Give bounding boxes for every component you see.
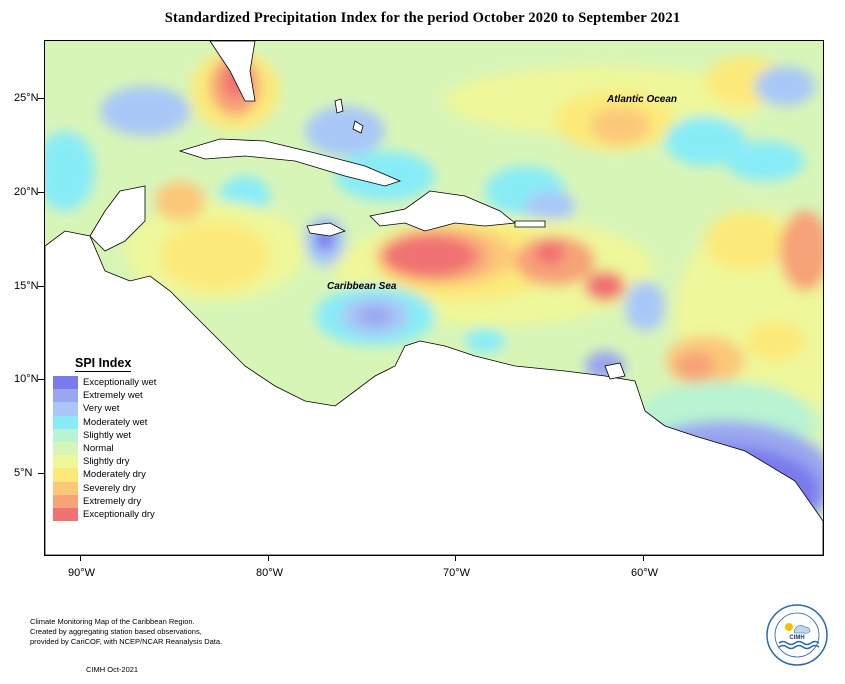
legend-item: Slightly dry — [53, 455, 163, 469]
legend-item: Slightly wet — [53, 428, 163, 442]
legend-title: SPI Index — [75, 356, 132, 372]
legend-label: Exceptionally wet — [83, 377, 157, 389]
puerto-rico-land — [514, 220, 546, 228]
lat-tick — [38, 473, 44, 474]
lat-tick — [38, 379, 44, 380]
jamaica-land — [306, 222, 347, 237]
hispaniola-land — [369, 190, 517, 232]
legend-swatch — [53, 376, 78, 390]
lon-label-60w: 60°W — [631, 567, 659, 579]
caribbean-sea-label: Caribbean Sea — [327, 281, 397, 292]
land-masses — [45, 41, 823, 555]
spi-map-canvas — [45, 41, 823, 555]
footer-line: Created by aggregating station based obs… — [30, 627, 202, 636]
lat-label-25n: 25°N — [14, 92, 39, 104]
lat-tick — [38, 286, 44, 287]
legend-label: Slightly dry — [83, 456, 130, 468]
lon-tick — [268, 555, 269, 561]
cuba-land — [178, 138, 402, 187]
legend-item: Normal — [53, 441, 163, 456]
legend-label: Normal — [83, 443, 114, 455]
cimh-logo-icon: CIMH — [766, 604, 828, 666]
map-title: Standardized Precipitation Index for the… — [164, 10, 681, 26]
legend-swatch — [53, 494, 78, 508]
logo-text: CIMH — [789, 635, 804, 641]
footer-line: Climate Monitoring Map of the Caribbean … — [30, 617, 195, 626]
lat-label-15n: 15°N — [14, 280, 39, 292]
legend-label: Slightly wet — [83, 429, 132, 441]
legend-rows: Exceptionally wet Extremely wet Very wet Mo… — [53, 376, 163, 522]
legend-item: Extremely wet — [53, 389, 163, 403]
footer-line: provided by CariCOF, with NCEP/NCAR Rean… — [30, 637, 223, 646]
legend-item: Moderately dry — [53, 468, 163, 482]
legend-item: Moderately wet — [53, 415, 163, 429]
legend-swatch — [53, 389, 78, 403]
lon-label-90w: 90°W — [68, 567, 96, 579]
trinidad-land — [604, 362, 626, 380]
lon-label-80w: 80°W — [256, 567, 284, 579]
legend-item: Severely dry — [53, 481, 163, 495]
legend-swatch — [53, 415, 78, 429]
spi-map: Atlantic Ocean Caribbean Sea — [44, 40, 824, 556]
legend-label: Extremely dry — [83, 495, 142, 507]
legend-swatch — [53, 481, 78, 495]
lat-tick — [38, 98, 44, 99]
legend-item: Exceptionally wet — [53, 376, 163, 390]
atlantic-ocean-label: Atlantic Ocean — [607, 94, 678, 105]
legend-swatch — [53, 428, 78, 442]
lon-tick — [455, 555, 456, 561]
bahamas-land-2 — [352, 120, 364, 134]
spi-legend: SPI Index Exceptionally wet Extremely wet… — [53, 354, 163, 522]
legend-label: Severely dry — [83, 482, 136, 494]
lon-tick — [80, 555, 81, 561]
footer-credit: CIMH Oct-2021 — [86, 665, 139, 674]
yucatan-land — [89, 185, 146, 252]
lat-label-10n: 10°N — [14, 373, 39, 385]
florida-land — [209, 41, 256, 102]
legend-swatch — [53, 455, 78, 469]
legend-swatch — [53, 507, 78, 522]
legend-swatch — [53, 402, 78, 416]
spi-anomaly-field — [45, 51, 823, 541]
legend-swatch — [53, 468, 78, 482]
legend-item: Very wet — [53, 402, 163, 416]
south-central-america-land — [45, 230, 823, 555]
legend-swatch — [53, 441, 78, 456]
footer-note: Climate Monitoring Map of the Caribbean … — [30, 617, 222, 647]
lat-label-5n: 5°N — [14, 467, 33, 479]
legend-label: Very wet — [83, 403, 120, 415]
legend-label: Extremely wet — [83, 390, 143, 402]
legend-item: Extremely dry — [53, 494, 163, 508]
lat-tick — [38, 192, 44, 193]
lon-label-70w: 70°W — [443, 567, 471, 579]
bahamas-land — [334, 98, 344, 114]
lat-label-20n: 20°N — [14, 186, 39, 198]
legend-item: Exceptionally dry — [53, 507, 163, 522]
legend-label: Moderately wet — [83, 416, 148, 428]
legend-label: Exceptionally dry — [83, 508, 155, 520]
lon-tick — [643, 555, 644, 561]
legend-label: Moderately dry — [83, 469, 146, 481]
